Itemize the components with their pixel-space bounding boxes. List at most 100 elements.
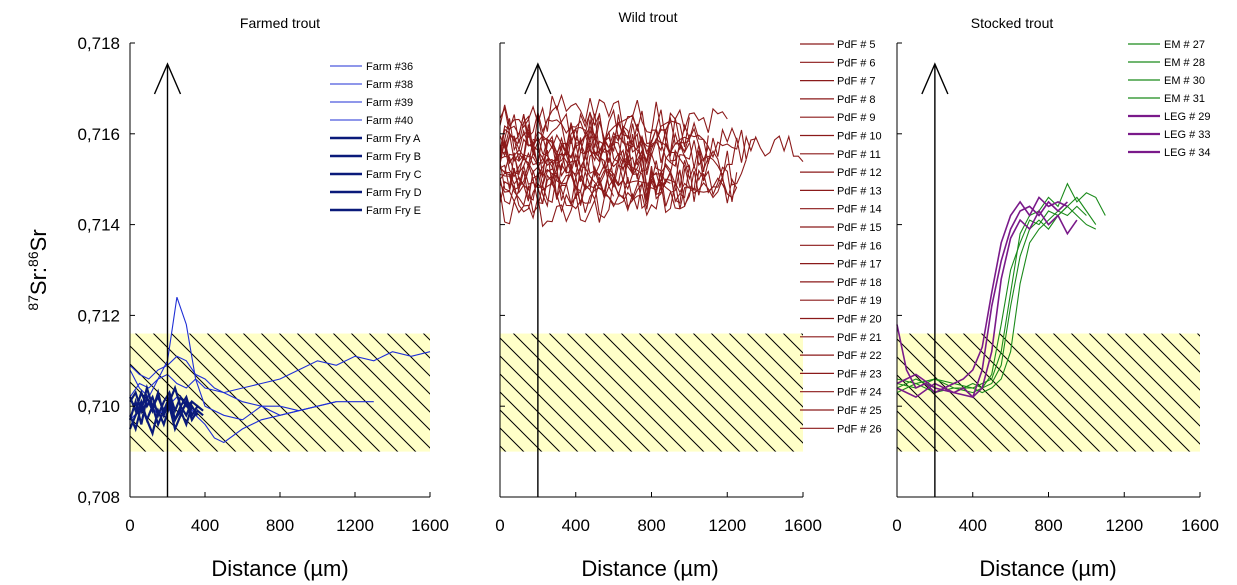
legend-label: EM # 30 xyxy=(1164,75,1205,87)
legend-label: PdF # 12 xyxy=(837,167,882,179)
legend-label: PdF # 26 xyxy=(837,423,882,435)
y-tick-label: 0,710 xyxy=(77,397,120,416)
x-tick-label: 1200 xyxy=(336,516,374,535)
x-tick-label: 0 xyxy=(125,516,134,535)
legend-label: PdF # 23 xyxy=(837,368,882,380)
y-label-base: Sr: xyxy=(26,267,51,295)
local-range-band xyxy=(897,333,1200,452)
panel-title: Wild trout xyxy=(618,9,677,25)
x-tick-label: 1200 xyxy=(708,516,746,535)
legend-label: PdF # 24 xyxy=(837,387,882,399)
series-line xyxy=(499,151,709,191)
series-line xyxy=(499,162,690,206)
legend-label: Farm Fry D xyxy=(366,187,422,199)
legend-label: PdF # 6 xyxy=(837,57,876,69)
legend: EM # 27 EM # 28 EM # 30 EM # 31 LEG # 29 LEG … xyxy=(1128,39,1210,159)
panel-stocked-trout: Stocked trout Distance (µm) 0 400 800 1200 1… xyxy=(892,15,1219,581)
series-line xyxy=(499,177,690,219)
x-tick-label: 0 xyxy=(495,516,504,535)
series-line xyxy=(128,393,199,430)
local-range-band xyxy=(500,333,803,452)
x-tick-label: 800 xyxy=(1034,516,1062,535)
legend-label: PdF # 9 xyxy=(837,112,876,124)
x-tick-label: 800 xyxy=(637,516,665,535)
series-line xyxy=(499,172,738,214)
legend-label: PdF # 17 xyxy=(837,259,882,271)
series-line xyxy=(499,168,738,210)
y-tick-label: 0,712 xyxy=(77,306,120,325)
series-line xyxy=(129,351,431,398)
series-line xyxy=(129,355,299,412)
legend-label: PdF # 10 xyxy=(837,131,882,143)
panel-title: Farmed trout xyxy=(240,15,320,31)
legend-label: PdF # 15 xyxy=(837,222,882,234)
legend-label: PdF # 21 xyxy=(837,332,882,344)
series-line xyxy=(499,152,690,196)
series-line xyxy=(128,389,193,419)
legend-label: PdF # 20 xyxy=(837,314,882,326)
panel-farmed-trout: Farmed trout Distance (µm) 87Sr:86Sr 0,7… xyxy=(25,15,449,581)
x-tick-label: 400 xyxy=(562,516,590,535)
legend-label: PdF # 16 xyxy=(837,240,882,252)
x-tick-label: 0 xyxy=(892,516,901,535)
arrow-head xyxy=(524,62,552,95)
x-tick-label: 1600 xyxy=(411,516,449,535)
legend-label: PdF # 19 xyxy=(837,295,882,307)
legend-label: Farm Fry C xyxy=(366,169,422,181)
series-line xyxy=(499,132,709,173)
panel-title: Stocked trout xyxy=(971,15,1054,31)
y-tick-label: 0,714 xyxy=(77,216,120,235)
series-line xyxy=(896,209,1078,398)
series-line xyxy=(499,93,671,134)
legend-label: PdF # 7 xyxy=(837,76,876,88)
y-tick-label: 0,716 xyxy=(77,125,120,144)
series-line xyxy=(499,126,738,170)
y-label-sup1: 87 xyxy=(25,295,41,311)
legend-label: LEG # 33 xyxy=(1164,129,1210,141)
legend-label: EM # 27 xyxy=(1164,39,1205,51)
x-tick-label: 1600 xyxy=(784,516,822,535)
legend-label: Farm Fry A xyxy=(366,133,421,145)
legend-label: Farm #38 xyxy=(366,79,413,91)
series-line xyxy=(896,205,1097,394)
legend-label: PdF # 11 xyxy=(837,149,881,161)
legend-label: Farm Fry E xyxy=(366,205,421,217)
legend-label: Farm #40 xyxy=(366,115,413,127)
series-line xyxy=(896,196,1068,394)
legend-label: PdF # 18 xyxy=(837,277,882,289)
legend-label: Farm Fry B xyxy=(366,151,421,163)
x-axis-label: Distance (µm) xyxy=(581,556,718,581)
legend: Farm #36 Farm #38 Farm #39 Farm #40 Farm Fry… xyxy=(330,61,422,217)
series-line xyxy=(896,200,1068,399)
local-range-band xyxy=(130,333,430,452)
y-axis-label: 87Sr:86Sr xyxy=(25,229,51,310)
y-label-sup2: 86 xyxy=(25,251,41,267)
legend-label: EM # 31 xyxy=(1164,93,1205,105)
panel-wild-trout: Wild trout Distance (µm) 0 400 800 1200 1600… xyxy=(495,9,881,581)
legend-label: PdF # 25 xyxy=(837,405,882,417)
x-tick-label: 1200 xyxy=(1105,516,1143,535)
legend-label: PdF # 22 xyxy=(837,350,882,362)
legend-label: Farm #36 xyxy=(366,61,413,73)
x-tick-label: 400 xyxy=(959,516,987,535)
x-axis-label: Distance (µm) xyxy=(211,556,348,581)
series-line xyxy=(499,116,709,160)
x-tick-label: 400 xyxy=(191,516,219,535)
legend: PdF # 5 PdF # 6 PdF # 7 PdF # 8 PdF # 9 PdF #… xyxy=(800,39,882,435)
arrow-head xyxy=(153,62,182,95)
series-line xyxy=(128,398,204,437)
x-axis-label: Distance (µm) xyxy=(979,556,1116,581)
legend-label: PdF # 5 xyxy=(837,39,876,51)
y-label-tail: Sr xyxy=(26,229,51,251)
legend-label: LEG # 34 xyxy=(1164,147,1210,159)
x-tick-label: 1600 xyxy=(1181,516,1219,535)
arrow-head xyxy=(921,62,949,95)
legend-label: PdF # 13 xyxy=(837,185,882,197)
legend-label: Farm #39 xyxy=(366,97,413,109)
series-line xyxy=(896,205,1087,394)
series-line xyxy=(499,137,634,178)
x-tick-label: 800 xyxy=(266,516,294,535)
legend-label: EM # 28 xyxy=(1164,57,1205,69)
y-tick-label: 0,718 xyxy=(77,34,120,53)
